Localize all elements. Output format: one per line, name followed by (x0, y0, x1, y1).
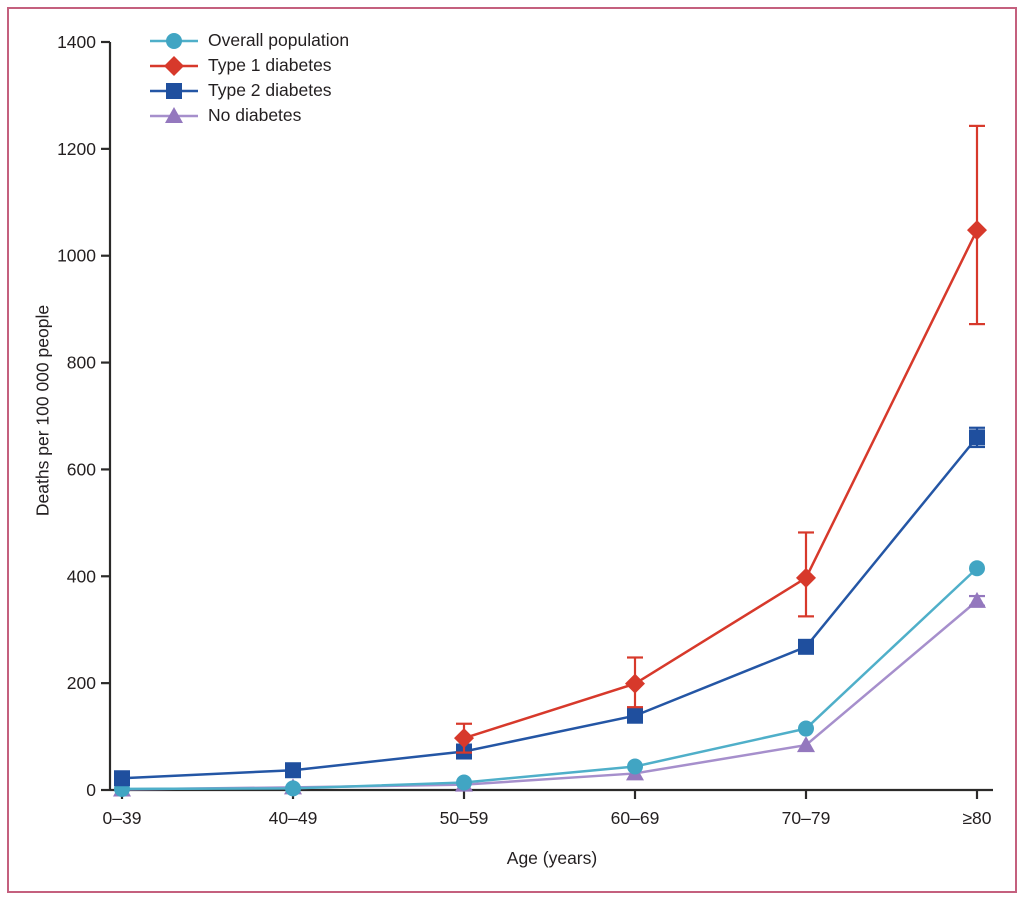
series-line (121, 436, 978, 780)
y-tick-label: 1200 (57, 139, 96, 159)
data-point-marker (969, 429, 985, 446)
x-tick-label: 0–39 (103, 808, 142, 828)
data-point-marker (285, 780, 301, 797)
data-point-marker (456, 774, 472, 791)
legend-item-type-1-diabetes: Type 1 diabetes (148, 53, 349, 78)
data-point-marker (166, 32, 182, 49)
diamond-marker-icon (150, 55, 198, 76)
y-tick-label: 0 (86, 780, 96, 800)
triangle-marker-icon (150, 106, 198, 123)
x-axis-label: Age (years) (506, 848, 598, 868)
y-tick-label: 400 (67, 566, 96, 586)
series-line (121, 599, 978, 791)
y-tick-label: 1000 (57, 246, 96, 266)
series-line (121, 567, 978, 791)
legend-item-no-diabetes: No diabetes (148, 103, 349, 128)
y-tick-label: 200 (67, 673, 96, 693)
y-axis-label: Deaths per 100 000 people (32, 304, 53, 517)
data-point-marker (285, 762, 301, 779)
legend-label: No diabetes (208, 104, 302, 125)
legend-label: Type 1 diabetes (208, 54, 332, 75)
series-line (463, 229, 979, 740)
legend-label: Overall population (208, 29, 350, 50)
axes (101, 40, 993, 799)
series-type-2-diabetes (114, 426, 985, 787)
data-point-marker (627, 707, 643, 724)
data-point-marker (165, 106, 183, 123)
data-point-marker (798, 638, 814, 655)
data-point-marker (797, 736, 815, 753)
series-type-1-diabetes (454, 124, 987, 754)
legend: Overall population Type 1 diabetes Type 2 … (148, 28, 349, 128)
data-point-marker (454, 728, 474, 749)
series-overall-population (114, 560, 985, 797)
legend-item-type-2-diabetes: Type 2 diabetes (148, 78, 349, 103)
y-tick-label: 600 (67, 459, 96, 479)
data-point-marker (627, 758, 643, 775)
data-point-marker (625, 673, 645, 694)
x-tick-label: 50–59 (440, 808, 489, 828)
y-tick-label: 800 (67, 353, 96, 373)
data-point-marker (166, 82, 182, 99)
data-point-marker (164, 55, 184, 76)
x-tick-label: 40–49 (269, 808, 318, 828)
legend-item-overall-population: Overall population (148, 28, 349, 53)
data-point-marker (968, 591, 986, 608)
data-point-marker (969, 560, 985, 577)
data-point-marker (114, 770, 130, 787)
circle-marker-icon (150, 32, 198, 49)
data-point-marker (798, 720, 814, 737)
x-tick-label: 60–69 (611, 808, 660, 828)
series-no-diabetes (113, 591, 986, 797)
legend-label: Type 2 diabetes (208, 79, 332, 100)
square-marker-icon (150, 82, 198, 99)
data-point-marker (967, 220, 987, 241)
x-tick-label: ≥80 (962, 808, 991, 828)
x-tick-label: 70–79 (782, 808, 831, 828)
y-tick-label: 1400 (57, 32, 96, 52)
data-point-marker (796, 567, 816, 588)
